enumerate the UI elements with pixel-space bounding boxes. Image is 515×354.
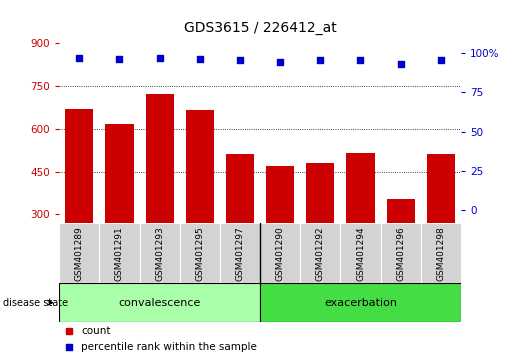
Title: GDS3615 / 226412_at: GDS3615 / 226412_at — [184, 21, 336, 35]
Bar — [421, 223, 461, 283]
Bar — [266, 166, 294, 223]
Bar — [340, 223, 381, 283]
Bar — [387, 199, 415, 223]
Bar — [65, 109, 93, 223]
Point — [397, 61, 405, 67]
Text: convalescence: convalescence — [118, 298, 201, 308]
Bar — [427, 154, 455, 223]
Point — [196, 56, 204, 62]
Bar — [99, 223, 140, 283]
Point — [115, 56, 124, 62]
Text: GSM401298: GSM401298 — [436, 226, 445, 281]
Bar — [381, 223, 421, 283]
Text: GSM401289: GSM401289 — [75, 226, 84, 281]
Point — [65, 328, 73, 334]
Point — [156, 55, 164, 61]
Point — [276, 59, 284, 64]
Point — [316, 57, 324, 63]
Text: count: count — [81, 326, 111, 336]
Text: GSM401292: GSM401292 — [316, 226, 325, 281]
Bar — [59, 223, 99, 283]
Text: GSM401297: GSM401297 — [235, 226, 245, 281]
Point — [356, 57, 365, 63]
Text: GSM401294: GSM401294 — [356, 226, 365, 281]
Bar — [260, 223, 300, 283]
Point — [75, 55, 83, 61]
Text: disease state: disease state — [3, 298, 67, 308]
Bar — [220, 223, 260, 283]
Bar — [300, 223, 340, 283]
Text: GSM401291: GSM401291 — [115, 226, 124, 281]
Bar — [140, 223, 180, 283]
Text: GSM401290: GSM401290 — [276, 226, 285, 281]
Point — [236, 57, 244, 63]
Bar — [226, 154, 254, 223]
Text: GSM401295: GSM401295 — [195, 226, 204, 281]
Bar — [347, 153, 374, 223]
Bar — [306, 163, 334, 223]
Text: GSM401293: GSM401293 — [155, 226, 164, 281]
Text: percentile rank within the sample: percentile rank within the sample — [81, 342, 257, 352]
Bar — [106, 124, 133, 223]
Bar — [146, 95, 174, 223]
Bar — [59, 283, 260, 322]
Bar — [180, 223, 220, 283]
Point — [65, 344, 73, 350]
Point — [437, 57, 445, 63]
Bar — [186, 110, 214, 223]
Text: exacerbation: exacerbation — [324, 298, 397, 308]
Bar — [260, 283, 461, 322]
Text: GSM401296: GSM401296 — [396, 226, 405, 281]
